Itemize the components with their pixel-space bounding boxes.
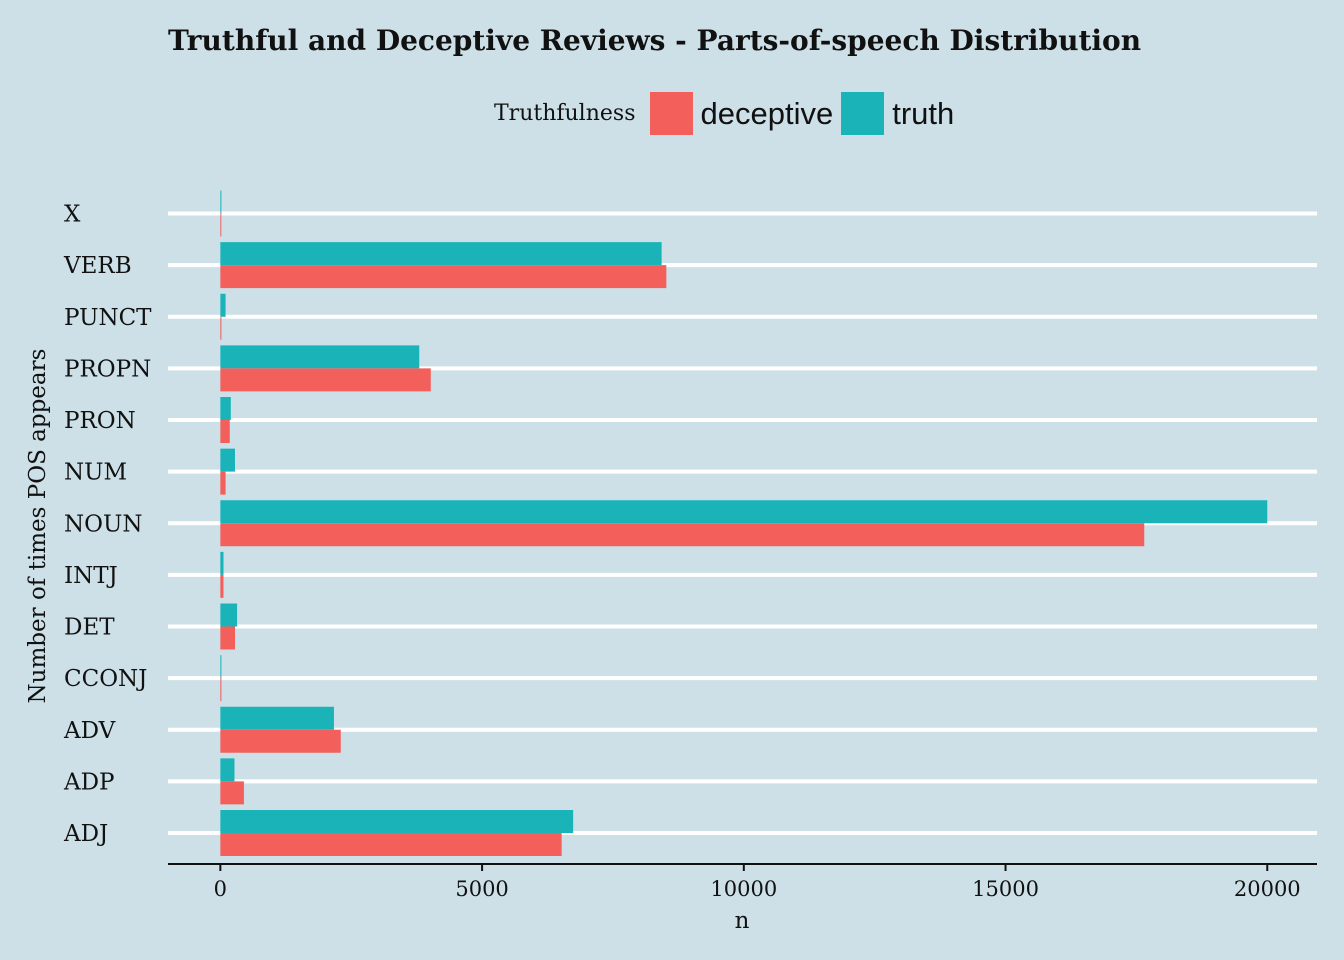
bar-truth-verb xyxy=(220,242,662,266)
bar-truth-pron xyxy=(220,397,231,420)
y-tick-label: ADV xyxy=(63,718,116,744)
x-axis-label: n xyxy=(735,908,750,934)
bar-truth-adp xyxy=(220,758,235,782)
bar-truth-cconj xyxy=(220,655,222,679)
chart-title: Truthful and Deceptive Reviews - Parts-o… xyxy=(168,24,1142,57)
y-tick-label: PROPN xyxy=(64,356,151,382)
x-tick-label: 15000 xyxy=(972,877,1039,901)
y-tick-label: DET xyxy=(64,615,115,641)
y-tick-label: X xyxy=(64,202,81,228)
bar-deceptive-propn xyxy=(220,368,431,392)
bar-deceptive-noun xyxy=(220,523,1145,547)
legend-key-deceptive xyxy=(649,92,693,135)
bar-deceptive-verb xyxy=(220,265,667,289)
bar-truth-num xyxy=(220,448,236,472)
bars xyxy=(220,190,1268,856)
bar-truth-adj xyxy=(220,810,574,833)
y-tick-label: PRON xyxy=(64,408,136,434)
y-tick-label: ADJ xyxy=(63,821,108,847)
bar-deceptive-intj xyxy=(220,574,224,598)
bar-deceptive-cconj xyxy=(220,678,222,702)
legend-label-deceptive: deceptive xyxy=(700,95,834,131)
legend-key-truth xyxy=(841,92,885,135)
bar-deceptive-punct xyxy=(220,316,222,340)
y-tick-label: NOUN xyxy=(64,511,143,537)
y-tick-label: ADP xyxy=(63,769,115,795)
bar-truth-noun xyxy=(220,500,1268,524)
legend-title: Truthfulness xyxy=(494,101,636,126)
y-tick-label: CCONJ xyxy=(64,666,147,692)
x-tick-label: 20000 xyxy=(1234,877,1301,901)
bar-truth-det xyxy=(220,603,238,627)
x-tick-label: 10000 xyxy=(710,877,777,901)
bar-deceptive-num xyxy=(220,471,226,495)
bar-truth-adv xyxy=(220,706,334,730)
y-tick-labels: ADJ ADP ADV CCONJ DET INTJ NOUN NUM PRON PROPN PUN… xyxy=(63,202,152,848)
bar-deceptive-adj xyxy=(220,833,562,856)
y-tick-label: PUNCT xyxy=(64,305,152,331)
y-tick-label: VERB xyxy=(63,253,132,279)
x-tick-label: 0 xyxy=(214,877,227,901)
y-axis-label: Number of times POS appears xyxy=(25,349,51,704)
bar-deceptive-adp xyxy=(220,781,244,805)
y-tick-label: NUM xyxy=(64,460,127,486)
x-ticks: 0 5000 10000 15000 20000 xyxy=(214,864,1301,901)
bar-deceptive-adv xyxy=(220,729,341,753)
bar-truth-x xyxy=(220,190,222,214)
legend: Truthfulness deceptive truth xyxy=(494,92,962,135)
x-tick-label: 5000 xyxy=(455,877,508,901)
bar-truth-punct xyxy=(220,293,226,317)
bar-deceptive-det xyxy=(220,626,236,650)
bar-truth-intj xyxy=(220,551,224,575)
legend-label-truth: truth xyxy=(892,95,955,131)
bar-deceptive-pron xyxy=(220,420,230,443)
bar-truth-propn xyxy=(220,345,420,369)
y-tick-label: INTJ xyxy=(64,563,118,589)
bar-deceptive-x xyxy=(220,213,222,237)
